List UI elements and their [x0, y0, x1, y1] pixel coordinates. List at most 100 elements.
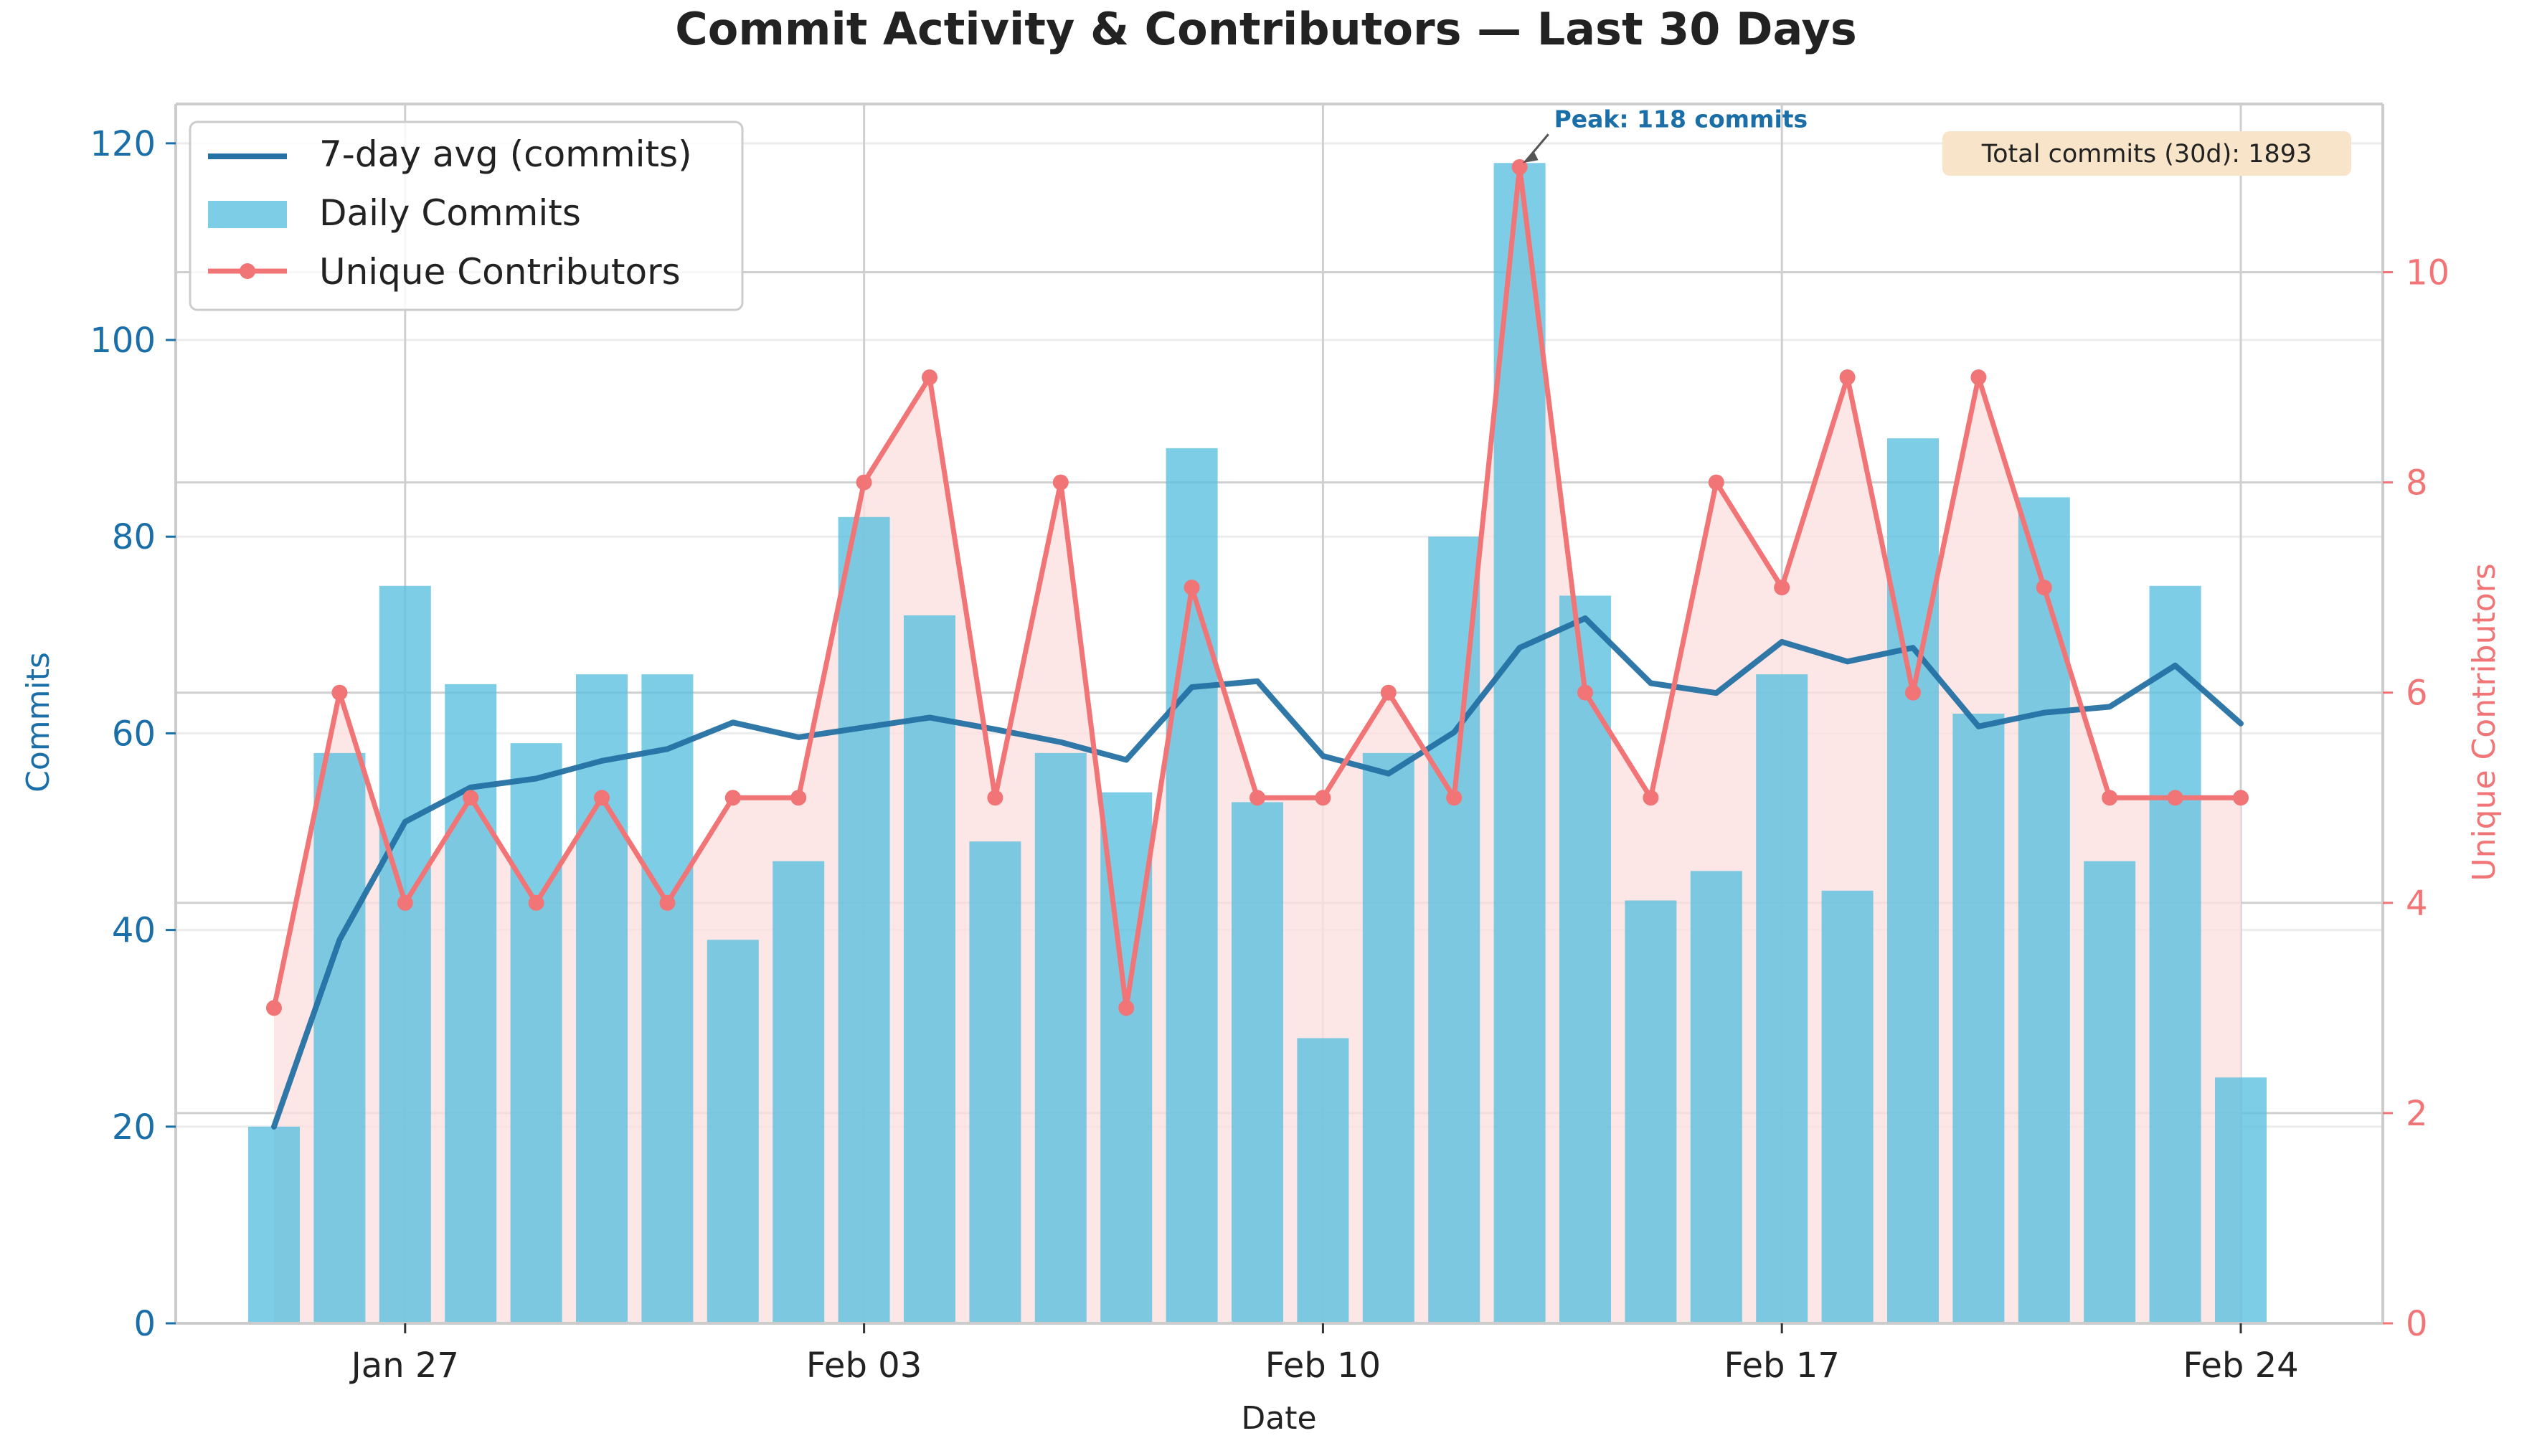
y2-tick-label: 2	[2406, 1094, 2428, 1134]
contrib-marker	[266, 1000, 282, 1016]
contrib-marker	[1118, 1000, 1135, 1016]
contrib-marker	[1970, 369, 1987, 386]
contrib-marker	[1250, 790, 1265, 806]
contrib-marker	[463, 790, 479, 806]
daily-commits-bars	[248, 163, 2267, 1324]
contrib-marker	[331, 684, 348, 701]
axes: 0 20 40 60 80 100 120 0 2 4 6 8 10 Jan 27 Feb 03 Feb 10…	[90, 124, 2450, 1386]
contrib-marker	[659, 894, 676, 911]
total-commits-text: Total commits (30d): 1893	[1981, 140, 2313, 169]
plot-frame	[174, 103, 2384, 1325]
commit-bar	[379, 585, 431, 1323]
total-commits-box	[1942, 131, 2351, 176]
commit-bar	[1887, 438, 1939, 1323]
peak-annotation: Peak: 118 commits	[1554, 105, 1808, 133]
legend: 7-day avg (commits) Daily Commits Unique…	[189, 120, 744, 311]
contrib-marker	[790, 790, 807, 806]
y-tick-label: 40	[112, 911, 156, 951]
commit-bar	[1362, 752, 1414, 1323]
commit-bar	[707, 940, 759, 1323]
contrib-marker	[1708, 474, 1724, 491]
contrib-marker	[397, 894, 413, 911]
commit-bar	[1166, 448, 1218, 1324]
contrib-marker	[2102, 790, 2118, 806]
commit-bar	[641, 674, 694, 1323]
x-tick-label: Feb 17	[1724, 1346, 1840, 1386]
contrib-marker	[1315, 790, 1331, 806]
commit-bar	[969, 841, 1021, 1323]
seven-day-avg-line	[271, 615, 2244, 1130]
commit-bar	[1625, 900, 1677, 1323]
contrib-marker	[1643, 790, 1659, 806]
legend-contrib-label: Unique Contributors	[319, 251, 681, 293]
commit-bar	[773, 861, 825, 1323]
x-tick-label: Feb 24	[2183, 1346, 2298, 1386]
y-axis-label: Commits	[20, 652, 57, 793]
contrib-marker	[594, 790, 610, 806]
commit-bar	[2149, 585, 2201, 1323]
y-tick-label: 100	[90, 321, 156, 361]
y2-tick-label: 10	[2406, 252, 2450, 293]
contrib-marker	[1905, 684, 1921, 701]
contrib-marker	[1577, 684, 1593, 701]
commit-bar	[1232, 802, 1283, 1323]
y-tick-label: 120	[90, 124, 156, 164]
contrib-marker	[1446, 790, 1463, 806]
commit-bar	[2084, 861, 2136, 1323]
contrib-marker	[1184, 580, 1200, 596]
contributors-fill-path	[274, 166, 2241, 1323]
commit-bar	[1034, 752, 1087, 1323]
contrib-marker	[1052, 474, 1069, 491]
contrib-marker	[1380, 684, 1397, 701]
commit-bar	[904, 615, 955, 1323]
y2-tick-label: 6	[2406, 673, 2428, 714]
commit-bar	[576, 674, 628, 1323]
unique-contributors-line	[266, 159, 2249, 1016]
contrib-marker	[987, 790, 1003, 806]
legend-avg-label: 7-day avg (commits)	[319, 133, 692, 175]
contrib-marker	[2233, 790, 2249, 806]
contrib-marker	[1774, 580, 1790, 596]
commit-bar	[510, 743, 562, 1323]
contrib-marker	[922, 369, 937, 386]
commit-bar	[1428, 536, 1480, 1323]
x-axis-label: Date	[1241, 1400, 1316, 1437]
contributors-fill-area	[274, 166, 2241, 1323]
legend-bar-label: Daily Commits	[319, 192, 581, 234]
commit-bar	[1559, 595, 1611, 1323]
x-tick-label: Feb 10	[1265, 1346, 1381, 1386]
contrib-marker	[2036, 580, 2052, 596]
contrib-marker	[1511, 159, 1528, 175]
y-tick-label: 0	[133, 1304, 156, 1344]
commit-bar	[838, 516, 890, 1324]
legend-bar-swatch	[208, 201, 287, 228]
commit-bar	[1690, 871, 1742, 1323]
avg-line-path	[271, 615, 2244, 1130]
y-tick-label: 60	[112, 714, 156, 754]
commit-bar	[2215, 1077, 2267, 1323]
contrib-marker	[856, 474, 872, 491]
commit-bar	[445, 684, 497, 1323]
y-tick-label: 20	[112, 1107, 156, 1148]
legend-contrib-marker	[240, 263, 255, 279]
peak-arrowhead	[1522, 151, 1539, 164]
commit-bar	[313, 752, 366, 1323]
legend-frame	[189, 120, 744, 311]
y-tick-label: 80	[112, 517, 156, 557]
chart-title: Commit Activity & Contributors — Last 30…	[675, 3, 1857, 55]
commit-bar	[1821, 890, 1874, 1323]
annotations: Peak: 118 commits Total commits (30d): 1…	[1522, 105, 2351, 176]
contrib-marker	[724, 790, 741, 806]
commit-bar	[1952, 714, 2005, 1323]
commit-bar	[1297, 1038, 1349, 1323]
y2-tick-label: 0	[2406, 1304, 2428, 1344]
commit-bar	[2018, 497, 2070, 1323]
contrib-marker	[2167, 790, 2183, 806]
x-tick-label: Feb 03	[806, 1346, 922, 1386]
contrib-marker	[528, 894, 544, 911]
y2-tick-label: 8	[2406, 463, 2428, 504]
commit-bar	[1756, 674, 1808, 1323]
y2-tick-label: 4	[2406, 884, 2428, 924]
commit-bar	[248, 1126, 300, 1323]
